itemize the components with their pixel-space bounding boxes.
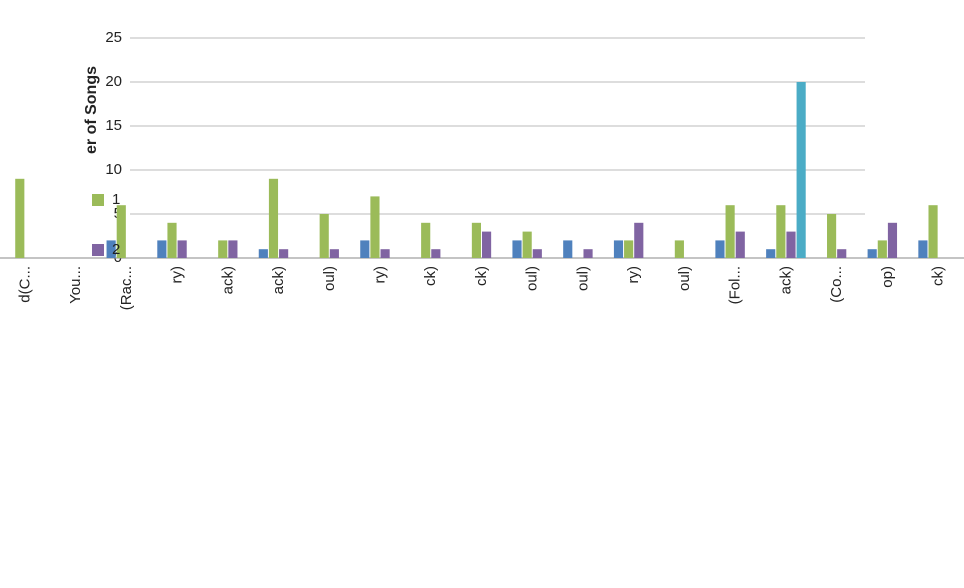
x-tick-label: ck): [473, 266, 490, 286]
bar: [532, 249, 542, 258]
y-axis-label: er of Songs: [83, 66, 100, 154]
x-tick-label: oul): [676, 266, 693, 291]
bar: [360, 240, 370, 258]
x-tick-label: (Fol...: [727, 266, 744, 304]
x-tick-label: oul): [321, 266, 338, 291]
x-tick-label: You...: [67, 266, 84, 304]
x-tick-label: ry): [625, 266, 642, 284]
x-tick-label: d(C...: [16, 266, 33, 303]
y-tick-label: 10: [105, 161, 122, 178]
bar: [228, 240, 238, 258]
legend-label: 2: [112, 241, 120, 258]
bar: [512, 240, 522, 258]
x-tick-label: (Rac...: [118, 266, 135, 310]
bar: [928, 205, 938, 258]
bar: [827, 214, 837, 258]
y-tick-label: 20: [105, 73, 122, 90]
x-tick-label: (Co...: [828, 266, 845, 303]
bar: [258, 249, 268, 258]
bar: [268, 178, 279, 258]
bar: [116, 205, 126, 258]
legend-label: 1: [112, 191, 120, 208]
bar: [522, 231, 532, 258]
bar: [380, 249, 390, 258]
bar: [715, 240, 725, 258]
x-tick-label: oul): [574, 266, 591, 291]
y-tick-label: 25: [105, 29, 122, 46]
bar: [15, 178, 25, 258]
bar: [735, 231, 745, 258]
bar: [421, 222, 431, 258]
x-tick-label: ry): [371, 266, 388, 284]
bar: [431, 249, 441, 258]
bar: [279, 249, 289, 258]
bar: [319, 214, 329, 258]
bar: [918, 240, 928, 258]
bar: [167, 222, 177, 258]
bar: [634, 222, 644, 258]
x-tick-label: ack): [219, 266, 236, 294]
bar: [106, 240, 116, 258]
bar: [471, 222, 481, 258]
bar: [867, 249, 877, 258]
bar: [583, 249, 593, 258]
bar: [218, 240, 228, 258]
bar: [725, 205, 735, 258]
x-tick-label: ck): [930, 266, 947, 286]
bar: [776, 205, 786, 258]
bar: [482, 231, 492, 258]
bar: [877, 240, 887, 258]
bar: [766, 249, 776, 258]
x-tick-label: ck): [422, 266, 439, 286]
bar: [887, 222, 898, 258]
x-tick-label: ack): [777, 266, 794, 294]
x-tick-label: ry): [169, 266, 186, 284]
bar: [613, 240, 624, 258]
bar: [157, 240, 167, 258]
bar: [796, 82, 806, 258]
x-tick-label: oul): [524, 266, 541, 291]
bar: [563, 240, 573, 258]
legend-swatch: [92, 244, 104, 256]
bar: [674, 240, 684, 258]
bar: [786, 231, 796, 258]
bar: [329, 249, 339, 258]
x-tick-label: op): [879, 266, 896, 288]
y-tick-label: 15: [105, 117, 122, 134]
legend-swatch: [92, 194, 104, 206]
bar: [624, 240, 634, 258]
bar: [837, 249, 847, 258]
bar: [370, 196, 380, 258]
x-tick-label: ack): [270, 266, 287, 294]
bar: [177, 240, 187, 258]
